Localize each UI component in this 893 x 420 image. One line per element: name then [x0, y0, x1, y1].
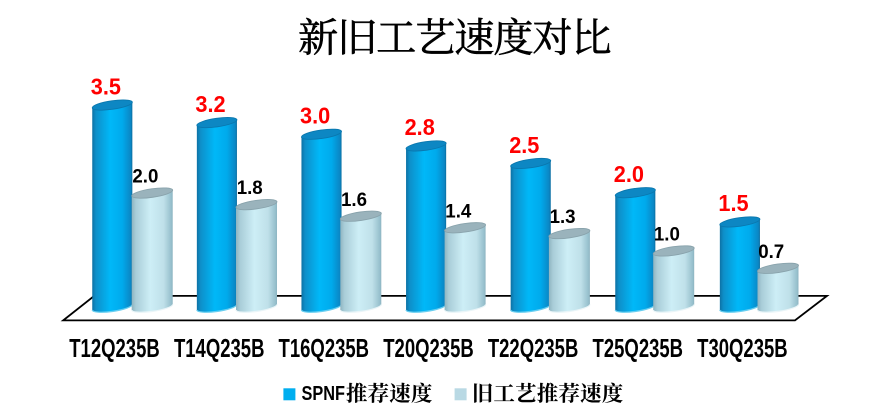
svg-text:T30Q235B: T30Q235B [697, 335, 788, 363]
svg-text:T25Q235B: T25Q235B [593, 335, 684, 363]
svg-text:SPNF: SPNF [302, 383, 346, 405]
svg-text:1.5: 1.5 [718, 190, 748, 216]
svg-text:2.0: 2.0 [132, 166, 158, 188]
svg-text:3.2: 3.2 [195, 91, 225, 117]
svg-text:T20Q235B: T20Q235B [383, 335, 474, 363]
svg-text:2.0: 2.0 [614, 161, 644, 187]
svg-text:T14Q235B: T14Q235B [174, 335, 265, 363]
svg-text:3.5: 3.5 [91, 73, 121, 99]
svg-text:2.5: 2.5 [509, 132, 539, 158]
svg-text:1.6: 1.6 [341, 189, 367, 211]
svg-text:T22Q235B: T22Q235B [488, 335, 579, 363]
svg-text:1.4: 1.4 [445, 200, 471, 222]
svg-text:1.0: 1.0 [654, 224, 680, 246]
svg-text:T16Q235B: T16Q235B [279, 335, 370, 363]
svg-text:2.8: 2.8 [405, 114, 435, 140]
svg-text:1.8: 1.8 [237, 177, 263, 199]
svg-text:T12Q235B: T12Q235B [69, 335, 160, 363]
svg-text:0.7: 0.7 [758, 241, 784, 263]
svg-text:1.3: 1.3 [550, 206, 576, 228]
svg-text:3.0: 3.0 [300, 103, 330, 129]
